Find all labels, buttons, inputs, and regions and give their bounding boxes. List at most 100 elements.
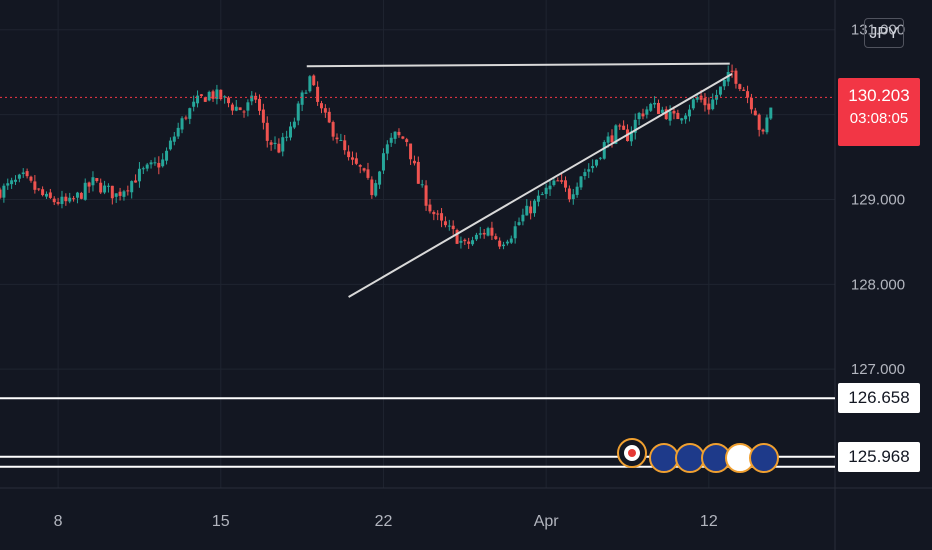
- candle-body-148: [571, 194, 575, 200]
- candle-body-86: [331, 122, 335, 137]
- candle-body-111: [428, 204, 432, 212]
- candle-body-147: [567, 188, 571, 200]
- candle-body-16: [60, 196, 64, 204]
- candle-body-194: [749, 97, 753, 110]
- candle-body-136: [525, 205, 529, 216]
- candle-body-195: [753, 110, 757, 116]
- candle-body-124: [478, 233, 482, 235]
- candle-body-54: [207, 91, 211, 101]
- x-tick-label-4: 12: [700, 513, 718, 530]
- candle-body-60: [230, 104, 234, 111]
- candle-body-133: [513, 226, 517, 239]
- candle-body-192: [742, 89, 746, 91]
- candle-body-121: [467, 241, 471, 244]
- event-marker-eu-4[interactable]: [749, 443, 779, 473]
- event-marker-eu-2[interactable]: [675, 443, 705, 473]
- candle-body-67: [258, 98, 262, 111]
- candle-body-4: [13, 179, 17, 182]
- candle-body-70: [269, 142, 273, 145]
- candle-body-120: [463, 239, 467, 242]
- x-tick-label-2: 22: [375, 513, 393, 530]
- candle-body-79: [304, 92, 308, 94]
- candle-body-113: [436, 213, 440, 215]
- candle-body-167: [645, 109, 649, 115]
- candle-body-115: [443, 221, 447, 226]
- candle-body-130: [502, 244, 506, 247]
- candle-body-80: [308, 76, 312, 92]
- y-tick-label-2: 129.000: [851, 191, 905, 208]
- candle-body-144: [556, 180, 560, 182]
- candle-body-43: [165, 150, 169, 161]
- candle-body-27: [103, 185, 107, 193]
- candle-body-36: [137, 168, 141, 182]
- trendline-upper-resistance[interactable]: [306, 62, 730, 68]
- candle-body-17: [64, 196, 68, 202]
- candle-body-87: [335, 137, 339, 140]
- candle-body-187: [722, 79, 726, 87]
- candle-body-52: [199, 94, 203, 96]
- trendline-rising-support[interactable]: [348, 72, 733, 298]
- candle-body-59: [227, 97, 231, 104]
- candle-body-73: [281, 137, 285, 152]
- candle-body-53: [203, 97, 207, 102]
- candle-body-163: [629, 131, 633, 142]
- candle-body-128: [494, 236, 498, 240]
- candle-body-83: [319, 103, 323, 109]
- candle-body-44: [168, 140, 172, 150]
- candle-body-75: [289, 126, 293, 138]
- candle-body-138: [533, 200, 537, 214]
- candle-body-65: [250, 95, 254, 102]
- candle-body-1: [2, 185, 6, 198]
- candle-body-26: [99, 182, 103, 193]
- candle-body-77: [296, 103, 300, 121]
- candle-body-105: [405, 139, 409, 143]
- candle-body-107: [412, 160, 416, 164]
- candle-body-134: [517, 222, 521, 226]
- x-axis[interactable]: 8 15 22 Apr 12: [54, 513, 718, 530]
- candle-body-156: [602, 142, 606, 159]
- candle-body-149: [575, 186, 579, 195]
- candle-body-89: [343, 140, 347, 151]
- candle-body-46: [176, 127, 180, 137]
- candle-body-109: [420, 184, 424, 186]
- candle-body-64: [246, 102, 250, 111]
- y-tick-label-3: 128.000: [851, 276, 905, 293]
- candle-body-119: [459, 240, 463, 243]
- candle-body-110: [424, 185, 428, 206]
- currency-badge[interactable]: JPY: [864, 18, 904, 48]
- candlestick-series: [0, 64, 773, 250]
- candle-body-11: [41, 189, 45, 196]
- candle-body-98: [378, 171, 382, 185]
- candle-body-18: [68, 197, 72, 202]
- candle-body-126: [486, 228, 490, 236]
- candle-body-104: [401, 136, 405, 139]
- candle-body-106: [409, 143, 413, 160]
- candle-body-3: [10, 180, 14, 185]
- candle-body-182: [703, 98, 707, 106]
- candle-body-140: [540, 194, 544, 196]
- candle-body-141: [544, 187, 548, 195]
- candle-body-161: [622, 125, 626, 130]
- candle-body-116: [447, 225, 451, 227]
- candle-body-5: [17, 174, 21, 179]
- candle-body-78: [300, 92, 304, 105]
- candle-body-168: [649, 103, 653, 111]
- candle-body-125: [482, 232, 486, 235]
- candle-body-123: [474, 234, 478, 240]
- candle-body-82: [316, 86, 320, 102]
- candle-body-171: [660, 109, 664, 113]
- candle-body-146: [564, 180, 568, 188]
- candle-body-174: [672, 110, 676, 114]
- candle-body-196: [757, 114, 761, 130]
- candle-body-6: [21, 172, 25, 174]
- candle-body-145: [560, 180, 564, 182]
- trendlines[interactable]: [306, 62, 733, 298]
- candle-body-81: [312, 75, 316, 86]
- economic-events-row[interactable]: [617, 438, 779, 473]
- event-marker-eu-1[interactable]: [649, 443, 679, 473]
- candle-body-55: [211, 91, 215, 99]
- candle-body-12: [44, 193, 48, 197]
- candle-body-51: [196, 95, 200, 104]
